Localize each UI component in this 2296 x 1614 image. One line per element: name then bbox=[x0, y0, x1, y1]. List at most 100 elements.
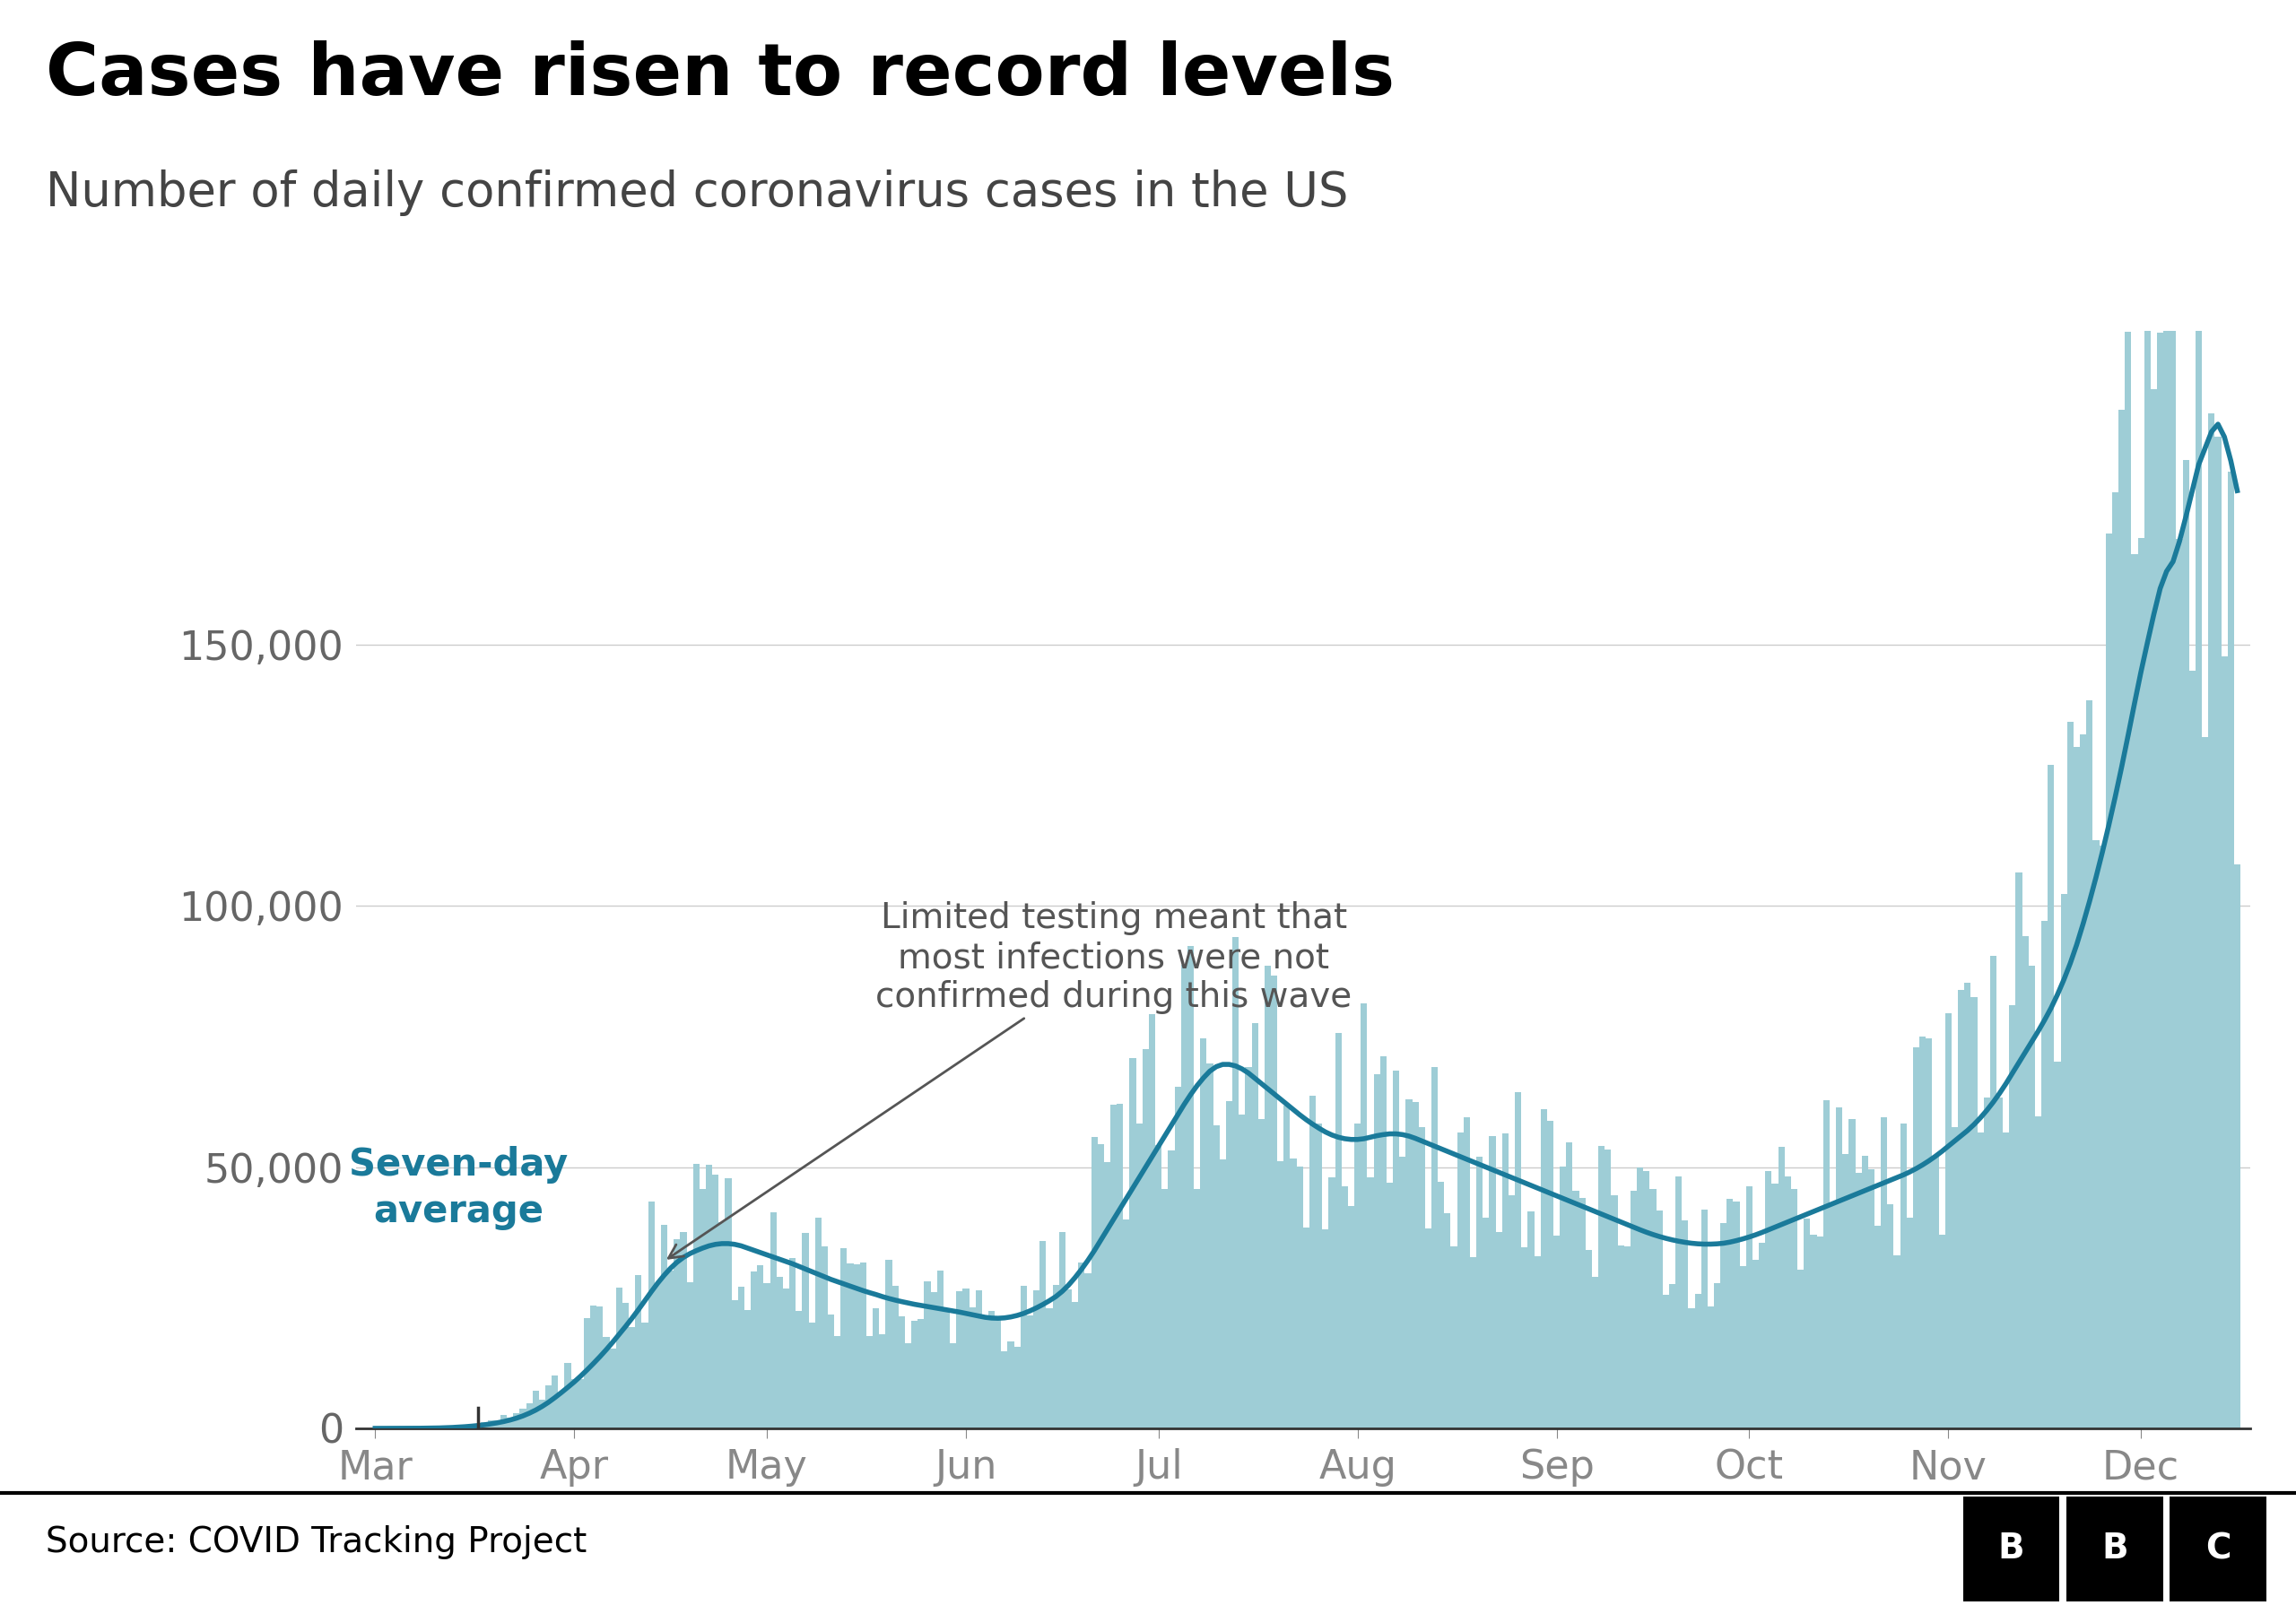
Bar bbox=[1991, 955, 1998, 1428]
Bar bbox=[2092, 841, 2099, 1428]
Bar bbox=[790, 1259, 797, 1428]
Bar bbox=[1862, 1156, 1869, 1428]
Bar bbox=[1919, 1036, 1926, 1428]
Bar bbox=[1476, 1157, 1483, 1428]
Bar bbox=[1019, 1286, 1026, 1428]
Bar bbox=[1733, 1202, 1740, 1428]
Bar bbox=[847, 1264, 854, 1428]
Bar bbox=[2034, 1117, 2041, 1428]
Bar bbox=[1458, 1131, 1463, 1428]
Bar bbox=[962, 1290, 969, 1428]
Bar bbox=[1052, 1285, 1058, 1428]
Bar bbox=[2099, 846, 2105, 1428]
Bar bbox=[1201, 1038, 1208, 1428]
Bar bbox=[1798, 1269, 1805, 1428]
Bar bbox=[1277, 1162, 1283, 1428]
Bar bbox=[615, 1288, 622, 1428]
Bar bbox=[1244, 1067, 1251, 1428]
Bar bbox=[994, 1317, 1001, 1428]
Bar bbox=[955, 1291, 962, 1428]
Bar bbox=[1591, 1277, 1598, 1428]
Bar bbox=[719, 1222, 726, 1428]
Bar bbox=[1970, 997, 1977, 1428]
Bar bbox=[2009, 1006, 2016, 1428]
Bar bbox=[1612, 1196, 1619, 1428]
Text: C: C bbox=[2204, 1532, 2232, 1566]
Bar bbox=[1373, 1075, 1380, 1428]
Bar bbox=[1058, 1231, 1065, 1428]
Bar bbox=[1515, 1093, 1522, 1428]
Bar bbox=[925, 1282, 930, 1428]
Bar bbox=[801, 1233, 808, 1428]
Bar bbox=[1104, 1162, 1111, 1428]
Bar bbox=[1676, 1177, 1681, 1428]
Bar bbox=[1662, 1294, 1669, 1428]
Bar bbox=[1297, 1167, 1302, 1428]
Bar bbox=[1355, 1123, 1362, 1428]
Bar bbox=[551, 1375, 558, 1428]
Bar bbox=[969, 1307, 976, 1428]
Bar bbox=[898, 1315, 905, 1428]
Bar bbox=[1933, 1156, 1938, 1428]
Bar bbox=[1913, 1047, 1919, 1428]
Bar bbox=[1176, 1086, 1180, 1428]
Bar bbox=[861, 1262, 866, 1428]
Bar bbox=[693, 1164, 700, 1428]
Bar bbox=[1426, 1228, 1430, 1428]
Bar bbox=[1290, 1159, 1297, 1428]
Bar bbox=[1212, 1125, 1219, 1428]
Bar bbox=[886, 1261, 893, 1428]
Bar bbox=[1720, 1223, 1727, 1428]
Bar bbox=[840, 1248, 847, 1428]
Bar bbox=[1855, 1173, 1862, 1428]
Bar bbox=[2144, 318, 2151, 1428]
Bar bbox=[2073, 747, 2080, 1428]
Bar bbox=[1784, 1177, 1791, 1428]
Bar bbox=[455, 1427, 461, 1428]
Bar bbox=[854, 1264, 861, 1428]
Bar bbox=[1111, 1104, 1116, 1428]
Bar bbox=[1708, 1307, 1713, 1428]
Bar bbox=[1566, 1143, 1573, 1428]
Bar bbox=[944, 1311, 951, 1428]
Bar bbox=[572, 1378, 576, 1428]
Bar bbox=[1823, 1099, 1830, 1428]
Bar bbox=[1123, 1220, 1130, 1428]
Bar bbox=[668, 1270, 673, 1428]
Bar bbox=[1816, 1236, 1823, 1428]
Bar bbox=[987, 1311, 994, 1428]
Bar bbox=[758, 1265, 765, 1428]
Bar bbox=[1573, 1191, 1580, 1428]
Bar bbox=[1502, 1133, 1508, 1428]
Bar bbox=[1745, 1186, 1752, 1428]
Bar bbox=[879, 1335, 886, 1428]
Bar bbox=[1938, 1235, 1945, 1428]
Bar bbox=[583, 1319, 590, 1428]
Bar bbox=[680, 1233, 687, 1428]
Bar bbox=[2151, 389, 2156, 1428]
Bar bbox=[2209, 413, 2216, 1428]
Bar bbox=[1033, 1290, 1040, 1428]
Text: B: B bbox=[2101, 1532, 2128, 1566]
Bar bbox=[1977, 1131, 1984, 1428]
Bar bbox=[893, 1285, 898, 1428]
Bar bbox=[1322, 1230, 1329, 1428]
Bar bbox=[737, 1286, 744, 1428]
Bar bbox=[443, 1427, 450, 1428]
Bar bbox=[2030, 965, 2034, 1428]
Bar bbox=[1451, 1246, 1458, 1428]
Bar bbox=[2216, 437, 2220, 1428]
Bar bbox=[597, 1306, 604, 1428]
Bar bbox=[1830, 1204, 1837, 1428]
Bar bbox=[1405, 1099, 1412, 1428]
Bar bbox=[1079, 1262, 1084, 1428]
Bar bbox=[608, 1348, 615, 1428]
Bar bbox=[1283, 1106, 1290, 1428]
Bar bbox=[1169, 1151, 1176, 1428]
Bar bbox=[687, 1283, 693, 1428]
Bar bbox=[2062, 894, 2066, 1428]
Bar bbox=[1623, 1246, 1630, 1428]
Text: Source: COVID Tracking Project: Source: COVID Tracking Project bbox=[46, 1525, 588, 1559]
Bar bbox=[1483, 1217, 1490, 1428]
Bar bbox=[461, 1425, 468, 1428]
